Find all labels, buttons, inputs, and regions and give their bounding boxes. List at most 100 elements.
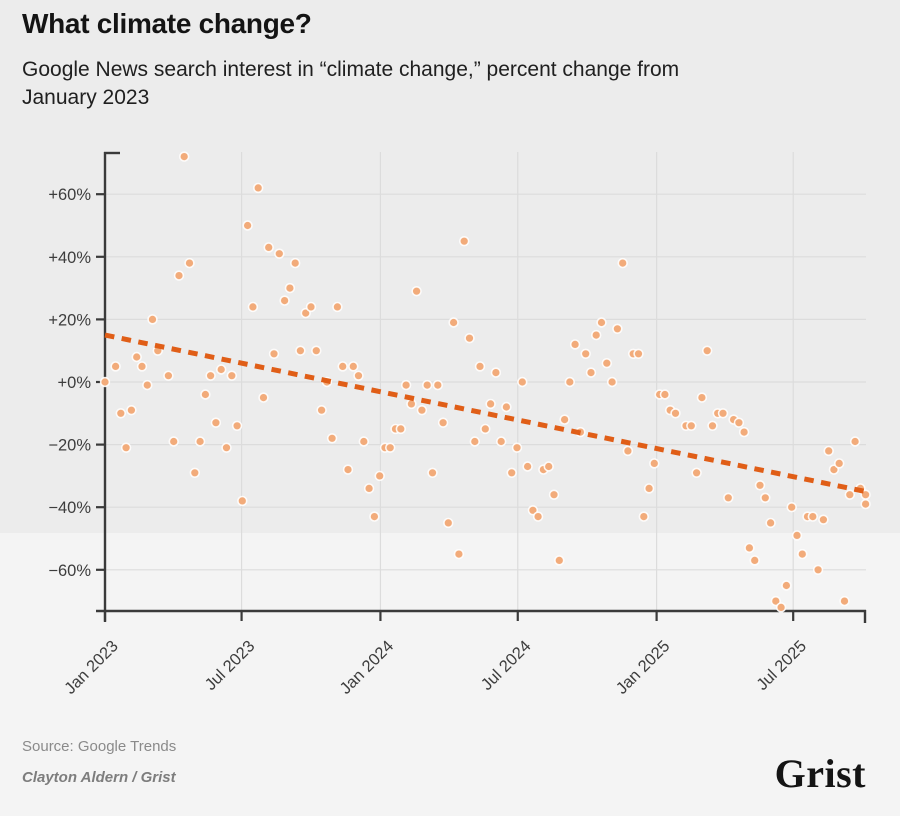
data-point	[601, 358, 612, 369]
y-tick-label: −60%	[48, 562, 91, 580]
data-point	[353, 370, 364, 381]
data-point	[517, 376, 528, 388]
data-point	[744, 542, 755, 554]
data-point	[691, 467, 702, 478]
data-point	[559, 414, 570, 425]
data-point	[659, 389, 671, 400]
data-point	[147, 314, 158, 325]
trend-line	[104, 332, 867, 494]
x-tick-label: Jul 2025	[753, 637, 810, 694]
page-title: What climate change?	[22, 8, 312, 39]
data-point	[643, 483, 655, 494]
data-point	[411, 286, 422, 297]
data-point	[406, 398, 417, 410]
data-point	[184, 257, 195, 269]
y-axis: +60% +40% +20% +0% −20% −40% −60%	[48, 151, 120, 622]
x-tick-label: Jul 2024	[478, 637, 535, 694]
source-label: Source: Google Trends	[22, 738, 177, 755]
data-point	[860, 489, 871, 500]
data-point	[606, 376, 618, 388]
x-tick-label: Jan 2024	[337, 637, 398, 698]
data-point	[237, 495, 248, 507]
data-point	[316, 405, 327, 416]
data-point	[738, 426, 750, 438]
data-point	[311, 345, 322, 356]
data-point	[216, 364, 227, 375]
data-point	[818, 514, 829, 525]
data-point	[649, 458, 660, 469]
data-point	[448, 317, 459, 328]
data-point	[427, 467, 438, 478]
data-point	[200, 389, 211, 400]
data-point	[701, 345, 713, 356]
data-point	[142, 379, 153, 391]
data-point	[501, 401, 512, 413]
data-points	[99, 151, 871, 613]
x-axis: Jan 2023 Jul 2023 Jan 2024 Jul 2024 Jan 2025…	[61, 609, 867, 698]
data-point	[638, 511, 649, 522]
data-point	[221, 442, 232, 453]
data-point	[189, 467, 201, 478]
data-point	[432, 379, 443, 391]
data-point	[326, 433, 338, 444]
data-point	[173, 270, 185, 281]
data-point	[480, 423, 491, 435]
data-point	[363, 483, 375, 494]
data-point	[131, 351, 142, 363]
data-point	[812, 564, 824, 575]
data-point	[279, 295, 290, 306]
data-point	[453, 548, 465, 560]
data-point	[733, 417, 745, 428]
data-point	[797, 548, 808, 560]
data-point	[617, 257, 628, 269]
data-point	[126, 405, 137, 416]
data-point	[305, 301, 317, 313]
data-point	[385, 442, 396, 453]
grist-logo[interactable]: Grist	[774, 751, 866, 796]
y-tick-label: −40%	[48, 499, 91, 517]
data-point	[258, 392, 269, 403]
data-point	[791, 530, 803, 541]
data-point	[459, 236, 470, 247]
data-point	[612, 323, 623, 334]
data-point	[749, 555, 760, 566]
data-point	[295, 345, 306, 356]
data-point	[210, 417, 222, 428]
x-tick-label: Jul 2023	[202, 637, 259, 694]
data-point	[437, 417, 449, 428]
data-point	[760, 492, 771, 503]
data-point	[332, 301, 343, 313]
y-tick-label: +60%	[48, 186, 91, 204]
data-point	[247, 301, 259, 313]
data-point	[754, 480, 766, 491]
data-point	[253, 182, 264, 194]
data-point	[823, 445, 834, 457]
data-point	[464, 333, 475, 344]
data-point	[284, 282, 296, 294]
data-point	[543, 461, 554, 472]
data-point	[168, 436, 179, 447]
data-point	[849, 436, 861, 447]
data-point	[422, 379, 433, 391]
data-point	[511, 442, 523, 453]
x-tick-label: Jan 2023	[61, 637, 122, 698]
data-point	[833, 458, 845, 469]
data-point	[474, 361, 486, 372]
data-point	[358, 436, 369, 447]
data-point	[807, 511, 818, 522]
data-point	[231, 420, 243, 431]
plot-area: +60% +40% +20% +0% −20% −40% −60% Jan 2023 Jul 2…	[48, 151, 871, 698]
data-point	[242, 220, 253, 231]
data-point	[860, 498, 871, 510]
data-point	[342, 464, 354, 475]
data-point	[337, 361, 348, 372]
data-point	[163, 370, 174, 381]
data-point	[369, 511, 380, 522]
data-point	[136, 361, 148, 372]
data-point	[670, 408, 681, 419]
data-point	[717, 408, 729, 419]
data-point	[179, 151, 190, 162]
data-point	[290, 257, 301, 269]
data-point	[554, 555, 565, 566]
data-point	[569, 339, 581, 350]
